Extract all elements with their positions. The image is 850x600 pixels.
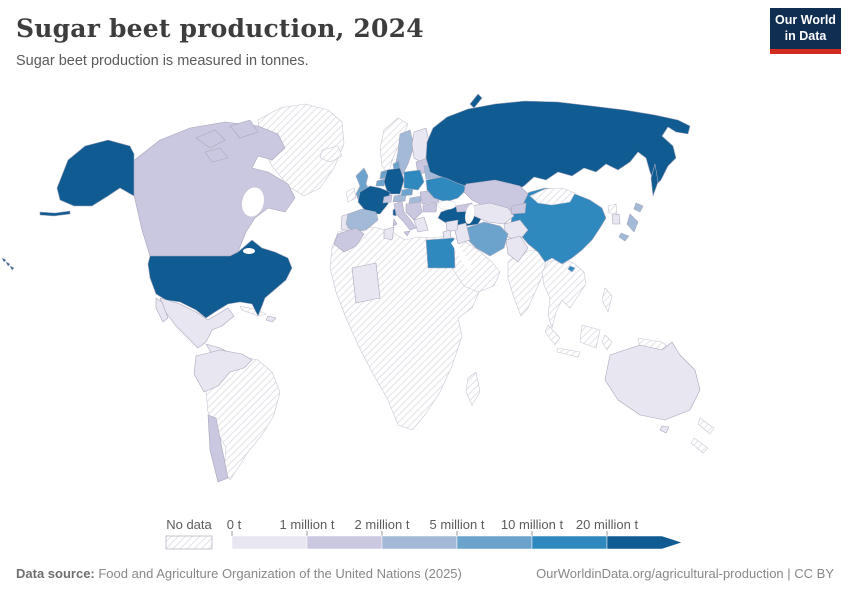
country-indonesia-sumatra[interactable] [544,324,561,346]
country-mali[interactable] [351,262,381,304]
country-indonesia-java[interactable] [556,347,581,358]
country-poland[interactable] [403,169,425,191]
legend-bin-1[interactable] [231,535,308,550]
owid-link[interactable]: OurWorldinData.org/agricultural-producti… [536,566,834,581]
black-sea [437,200,457,210]
great-lakes [243,248,255,254]
country-mexico[interactable] [159,297,235,349]
legend-bin-5[interactable] [531,535,608,550]
usa-hawaii[interactable] [1,257,15,271]
usa-aleutian-islands[interactable] [39,210,71,217]
country-belgium[interactable] [375,178,386,187]
legend-tick-0: 0 t [226,517,242,532]
country-mongolia[interactable] [529,187,576,206]
country-iraq[interactable] [453,222,471,245]
country-uzbekistan-turkmenistan[interactable] [469,202,515,225]
country-india[interactable] [507,249,547,317]
australia-tasmania[interactable] [659,425,670,434]
footer: Data source: Food and Agriculture Organi… [0,566,850,581]
country-greece[interactable] [413,216,429,233]
country-morocco[interactable] [333,227,365,253]
country-hispaniola[interactable] [265,315,277,323]
owid-logo-text: Our World in Data [775,12,836,43]
country-tunisia[interactable] [383,226,395,241]
legend-bin-3[interactable] [381,535,458,550]
legend-tick-4: 10 million t [500,517,564,532]
country-france[interactable] [357,185,391,215]
country-south-korea[interactable] [611,213,621,225]
country-cuba[interactable] [239,305,267,317]
italy-islands[interactable] [392,218,411,237]
hudson-bay [241,186,265,218]
red-sea [451,239,472,271]
country-colombia-venezuela[interactable] [193,349,253,393]
country-japan[interactable] [618,202,644,242]
country-egypt[interactable] [425,237,456,269]
page-subtitle: Sugar beet production is measured in ton… [16,53,309,69]
legend-graphics [165,531,683,550]
country-philippines[interactable] [601,287,613,313]
country-russia[interactable] [425,100,691,192]
country-switzerland[interactable] [382,194,393,204]
country-north-korea[interactable] [607,203,618,215]
country-syria[interactable] [445,219,459,233]
mexico-baja[interactable] [155,297,169,323]
legend-color-bar [231,535,683,550]
colored-countries [1,93,701,483]
country-germany[interactable] [383,167,405,195]
legend-bin-6-arrow[interactable] [606,535,683,550]
canada-arctic-islands[interactable] [195,119,259,163]
country-chile[interactable] [207,414,229,483]
country-kyrgyzstan-tajikistan[interactable] [510,202,527,215]
legend-tick-3: 5 million t [429,517,485,532]
country-balkans[interactable] [405,201,423,221]
country-new-zealand[interactable] [690,417,715,454]
country-pakistan[interactable] [505,235,529,263]
legend-no-data-swatch[interactable] [165,535,213,550]
china-hainan[interactable] [567,265,576,273]
country-indonesia-sulawesi[interactable] [601,334,613,351]
caspian-sea [464,203,476,225]
country-indonesia-borneo[interactable] [579,324,601,349]
country-madagascar[interactable] [465,371,481,406]
country-iceland[interactable] [319,145,343,163]
country-bulgaria[interactable] [422,202,438,213]
country-australia[interactable] [604,341,701,421]
legend-tick-5: 20 million t [575,517,639,532]
legend-ticks [231,531,608,536]
data-source: Data source: Food and Agriculture Organi… [16,566,462,581]
country-norway[interactable] [379,117,409,175]
legend-bin-2[interactable] [306,535,383,550]
country-ireland[interactable] [345,187,357,203]
legend-tick-1: 1 million t [279,517,335,532]
country-greenland[interactable] [257,103,345,197]
country-spain[interactable] [345,208,379,233]
russia-novaya-zemlya[interactable] [469,93,483,109]
legend-bin-4[interactable] [456,535,533,550]
owid-logo[interactable]: Our World in Data [770,8,841,54]
country-usa-alaska[interactable] [56,139,135,207]
page-title: Sugar beet production, 2024 [16,14,424,43]
legend-tick-2: 2 million t [354,517,410,532]
country-italy[interactable] [393,200,417,231]
russia-sakhalin[interactable] [650,163,659,197]
legend-no-data-label: No data [166,517,212,532]
region-southeast-asia[interactable] [541,257,587,329]
